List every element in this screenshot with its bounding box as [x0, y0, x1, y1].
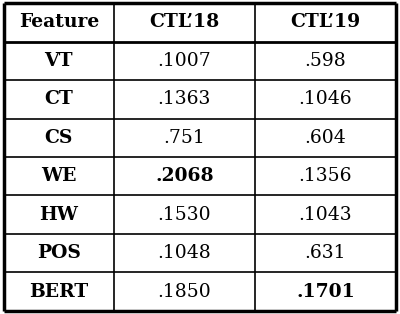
Text: CS: CS [45, 129, 73, 147]
Text: .1530: .1530 [158, 206, 211, 224]
Text: CTL’19: CTL’19 [290, 14, 360, 31]
Text: .1363: .1363 [158, 90, 211, 108]
Text: .631: .631 [305, 244, 346, 262]
Text: BERT: BERT [29, 283, 88, 300]
Text: .1701: .1701 [296, 283, 355, 300]
Text: VT: VT [44, 52, 73, 70]
Text: .1048: .1048 [158, 244, 211, 262]
Text: .1850: .1850 [158, 283, 211, 300]
Text: .1043: .1043 [299, 206, 352, 224]
Text: Feature: Feature [19, 14, 99, 31]
Text: HW: HW [40, 206, 78, 224]
Text: .1046: .1046 [299, 90, 352, 108]
Text: .604: .604 [304, 129, 346, 147]
Text: .1007: .1007 [158, 52, 211, 70]
Text: .2068: .2068 [155, 167, 214, 185]
Text: .751: .751 [164, 129, 205, 147]
Text: WE: WE [41, 167, 77, 185]
Text: .598: .598 [304, 52, 346, 70]
Text: CT: CT [44, 90, 73, 108]
Text: CTL’18: CTL’18 [149, 14, 220, 31]
Text: .1356: .1356 [299, 167, 352, 185]
Text: POS: POS [37, 244, 81, 262]
